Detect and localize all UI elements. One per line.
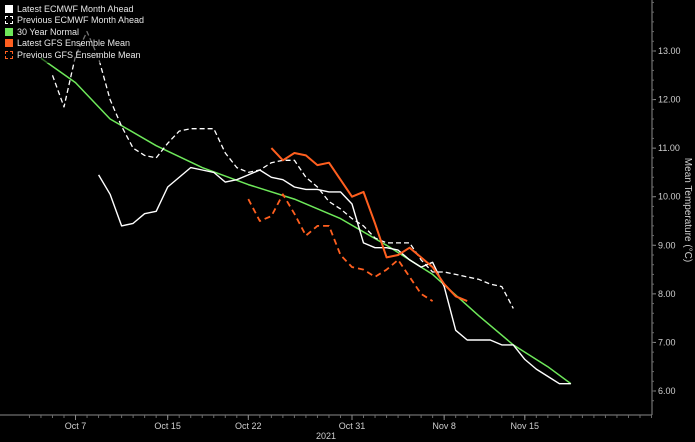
legend-label: Latest GFS Ensemble Mean: [17, 38, 131, 49]
x-tick-label: Oct 7: [65, 421, 87, 431]
legend-label: 30 Year Normal: [17, 26, 80, 37]
y-tick-label: 6.00: [658, 386, 676, 396]
x-axis-ticks: Oct 7 Oct 15 Oct 22 Oct 31 Nov 8 Nov 15: [28, 415, 653, 431]
legend-swatch: [5, 39, 13, 48]
latest-gfs-line: [270, 147, 468, 303]
y-tick-label: 9.00: [658, 240, 676, 250]
legend-item-30-year-normal[interactable]: 30 Year Normal: [5, 26, 144, 38]
y-tick-label: 12.00: [658, 95, 681, 105]
x-tick-label: Oct 22: [235, 421, 262, 431]
y-tick-label: 7.00: [658, 337, 676, 347]
x-axis-label: 2021: [316, 431, 336, 441]
legend-item-latest-ecmwf[interactable]: Latest ECMWF Month Ahead: [5, 3, 144, 15]
previous-gfs-line: [247, 193, 434, 302]
legend-swatch: [5, 4, 13, 13]
legend-swatch: [5, 27, 13, 36]
y-tick-label: 13.00: [658, 46, 681, 56]
x-tick-label: Nov 15: [511, 421, 540, 431]
y-tick-label: 10.00: [658, 192, 681, 202]
legend-swatch: [5, 16, 13, 25]
legend-label: Latest ECMWF Month Ahead: [17, 3, 134, 14]
legend-label: Previous ECMWF Month Ahead: [17, 15, 145, 26]
legend-swatch: [5, 50, 13, 59]
y-axis-ticks: 6.00 7.00 8.00 9.00 10.00 11.00 12.00 13.00: [652, 1, 681, 402]
legend-item-latest-gfs[interactable]: Latest GFS Ensemble Mean: [5, 38, 144, 50]
legend-item-previous-gfs[interactable]: Previous GFS Ensemble Mean: [5, 49, 144, 61]
y-tick-label: 11.00: [658, 143, 680, 153]
x-tick-label: Nov 8: [432, 421, 456, 431]
latest-ecmwf-line: [97, 166, 571, 385]
30-year-normal-line: [40, 57, 572, 385]
x-tick-label: Oct 31: [339, 421, 366, 431]
x-tick-label: Oct 15: [154, 421, 181, 431]
y-axis-label: Mean Temperature (°C): [682, 158, 693, 262]
series-lines: [40, 30, 572, 385]
legend-item-previous-ecmwf[interactable]: Previous ECMWF Month Ahead: [5, 15, 144, 27]
legend: Latest ECMWF Month Ahead Previous ECMWF …: [2, 2, 148, 63]
legend-label: Previous GFS Ensemble Mean: [17, 49, 141, 60]
y-tick-label: 8.00: [658, 289, 676, 299]
